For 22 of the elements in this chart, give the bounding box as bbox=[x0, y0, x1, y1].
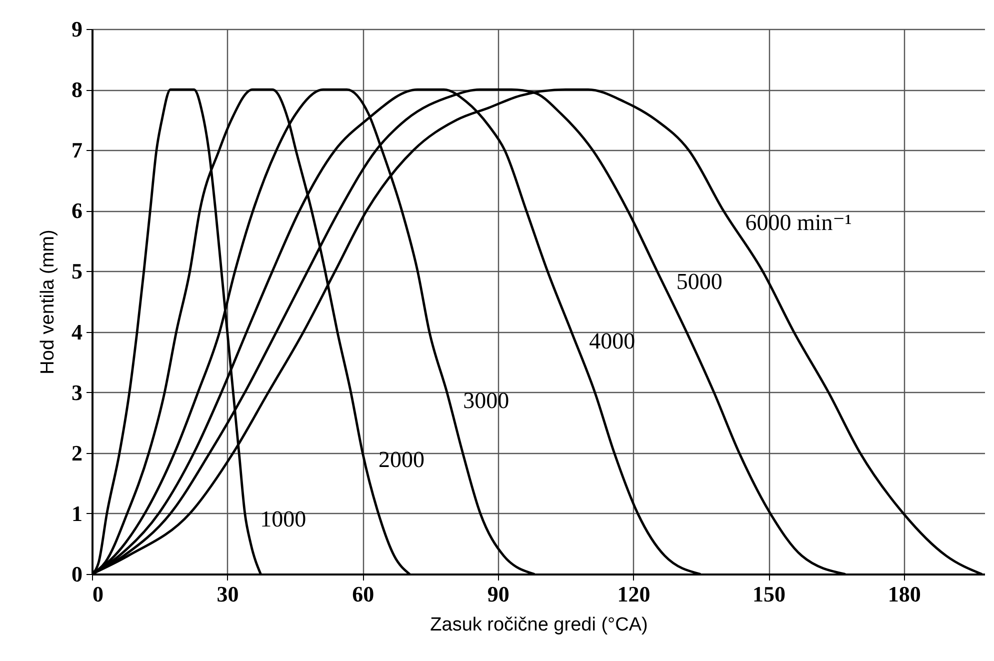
y-tick-label: 8 bbox=[72, 77, 82, 102]
x-tick-label: 180 bbox=[888, 582, 921, 606]
series-label: 1000 bbox=[260, 506, 306, 532]
x-axis-title: Zasuk ročične gredi (°CA) bbox=[430, 614, 648, 636]
x-tick-label: 0 bbox=[92, 582, 104, 606]
y-tick-label: 3 bbox=[72, 380, 82, 405]
y-tick-label: 2 bbox=[72, 440, 82, 466]
y-axis-title: Hod ventila (mm) bbox=[38, 230, 58, 374]
series-label: 2000 bbox=[378, 447, 424, 472]
x-tick-label: 30 bbox=[216, 582, 239, 606]
x-tick-label: 120 bbox=[617, 582, 650, 606]
y-tick-label: 7 bbox=[72, 138, 82, 163]
y-tick-label: 5 bbox=[72, 258, 82, 284]
y-tick-label: 9 bbox=[72, 16, 82, 42]
y-tick-label: 6 bbox=[72, 198, 82, 224]
series-label: 5000 bbox=[676, 269, 722, 294]
y-tick-label: 0 bbox=[72, 562, 82, 586]
x-tick-label: 150 bbox=[752, 582, 786, 606]
x-tick-label: 90 bbox=[487, 582, 510, 606]
y-tick-label: 4 bbox=[72, 319, 82, 344]
x-tick-label: 60 bbox=[352, 582, 374, 606]
y-tick-label: 1 bbox=[72, 500, 82, 526]
